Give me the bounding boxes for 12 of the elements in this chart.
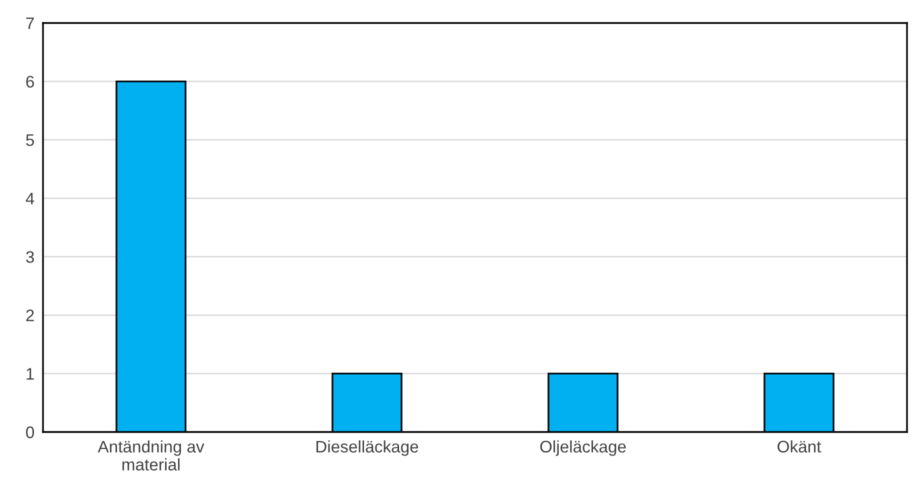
x-tick-label: Dieselläckage [316,440,418,456]
x-tick-label: Oljeläckage [540,440,626,456]
y-tick-label: 3 [26,251,34,263]
y-tick-label: 2 [26,310,34,322]
y-tick-label: 0 [26,426,34,438]
x-tick-label: Okänt [778,440,822,453]
x-tick-label: Antändning av material [98,440,204,471]
y-tick-label: 7 [26,18,34,30]
y-tick-label: 4 [26,192,34,204]
y-tick-label: 1 [26,368,34,380]
y-tick-label: 6 [26,76,34,88]
y-tick-label: 5 [26,134,34,146]
